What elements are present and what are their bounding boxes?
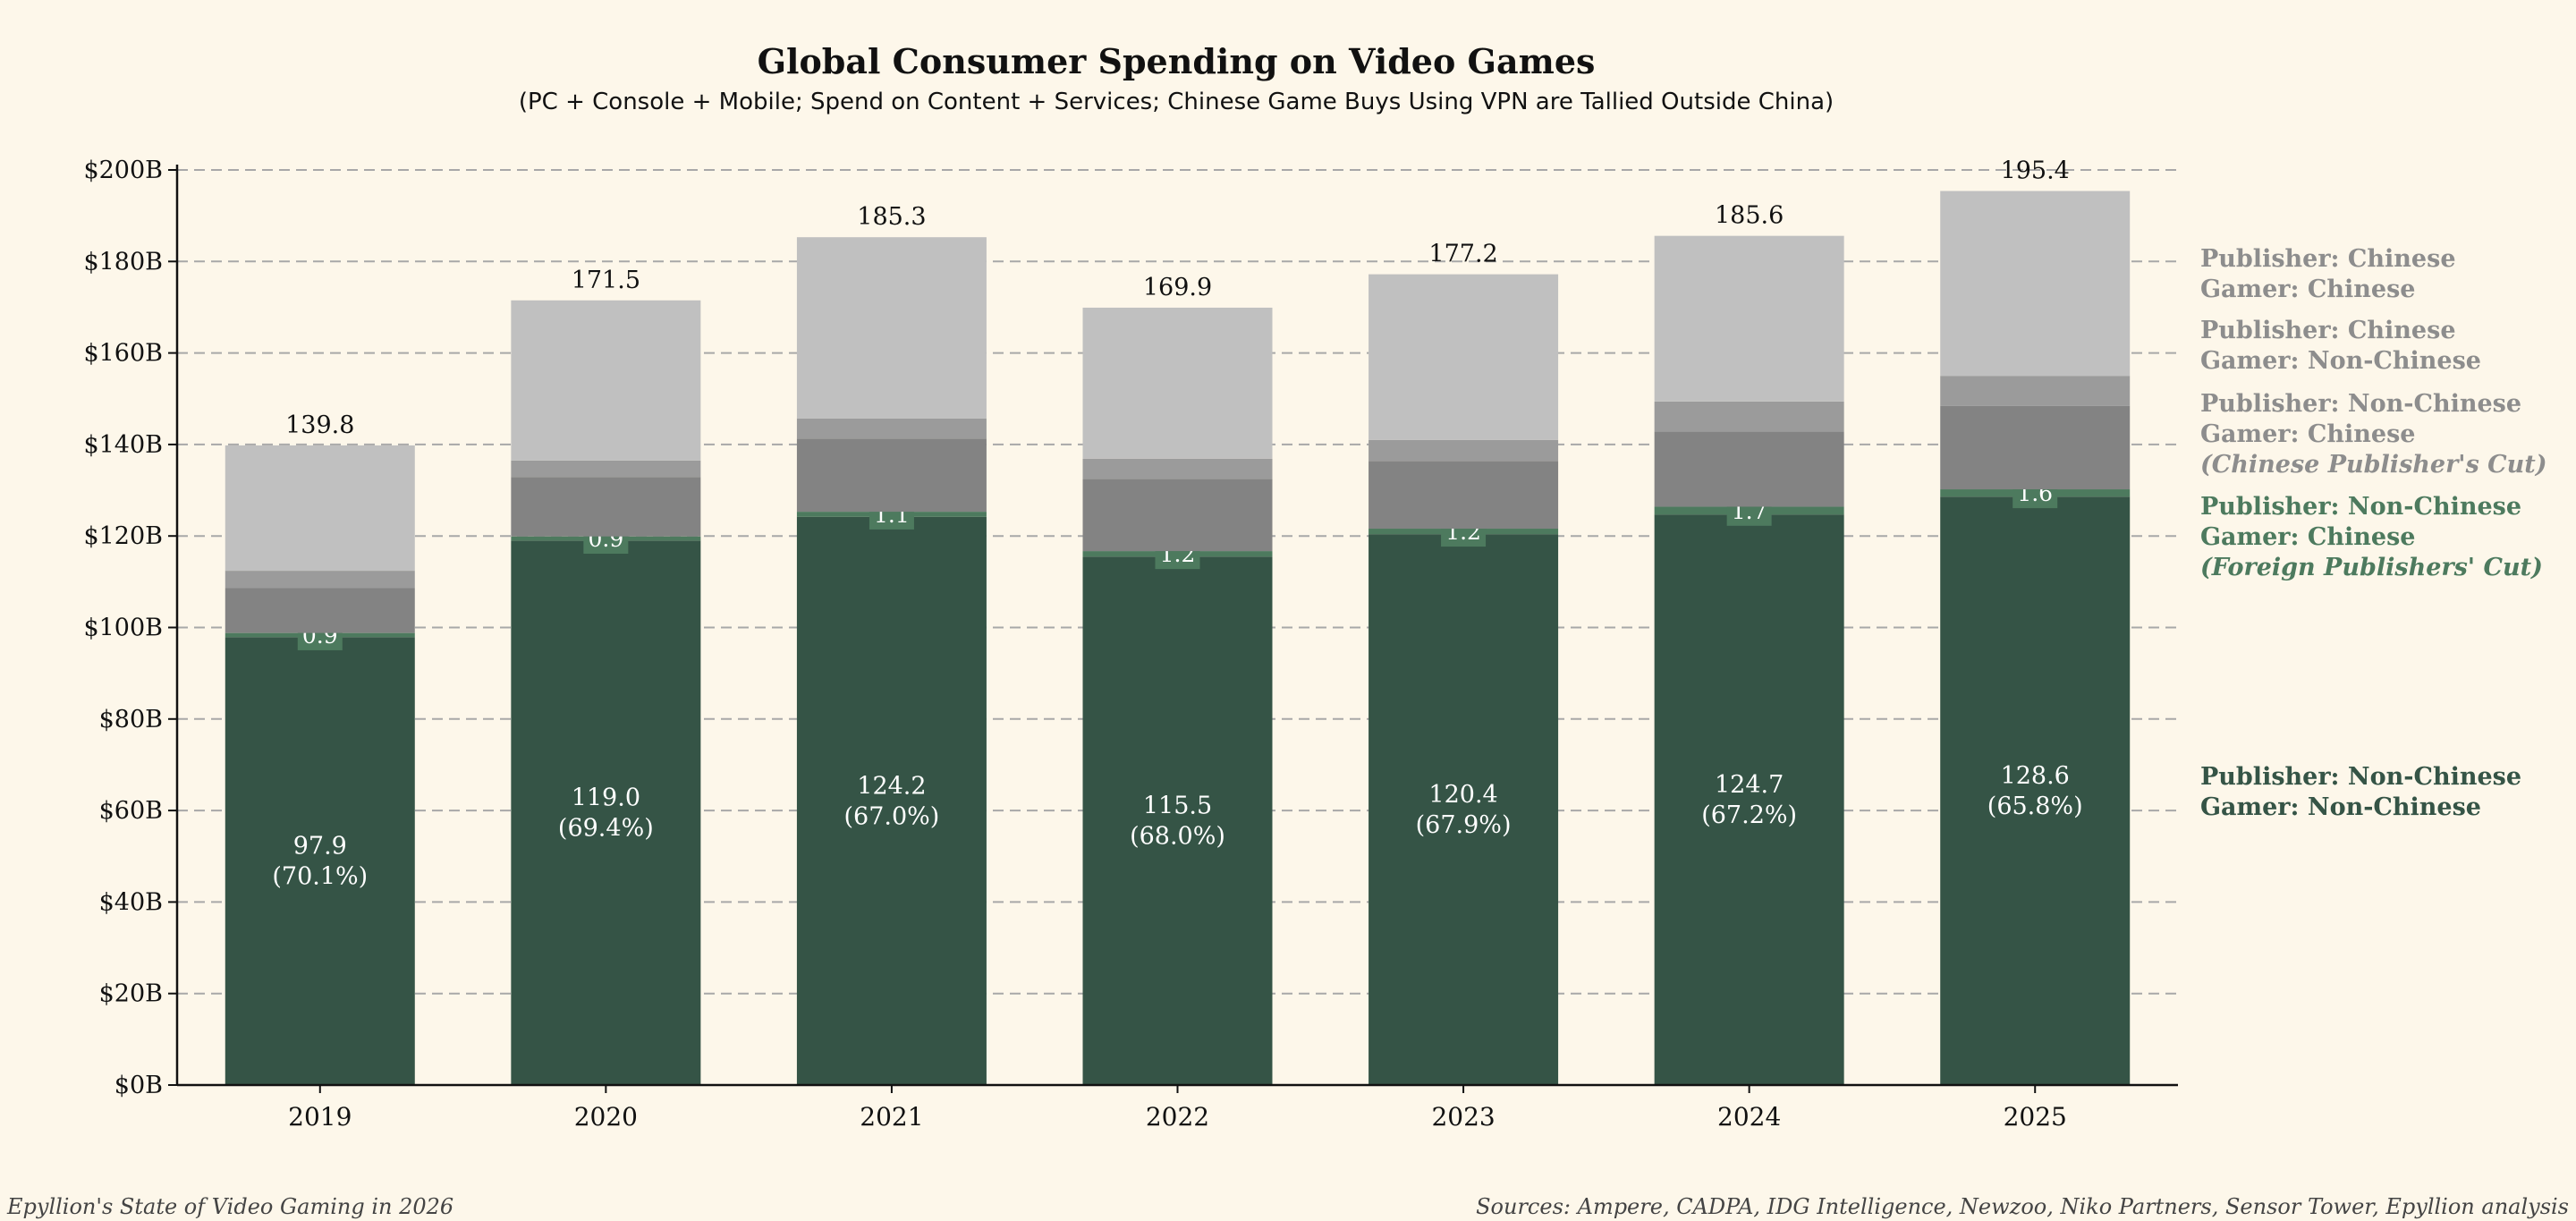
base-share-label: (67.9%): [1416, 811, 1512, 839]
y-tick-label: $160B: [83, 340, 163, 368]
x-tick-label: 2024: [1717, 1102, 1781, 1132]
bar-segment: [1940, 376, 2131, 406]
base-share-label: (70.1%): [272, 863, 368, 891]
legend-label: Gamer: Chinese: [2200, 420, 2415, 448]
base-value-label: 97.9: [293, 833, 347, 861]
bar-segment: [1654, 401, 1844, 432]
base-value-label: 120.4: [1428, 781, 1497, 809]
bar-segment: [796, 516, 987, 1085]
bar-segment: [225, 637, 415, 1085]
y-tick-label: $100B: [83, 615, 163, 642]
legend-label: Publisher: Non-Chinese: [2200, 493, 2521, 521]
total-label: 177.2: [1428, 241, 1497, 268]
bar-segment: [511, 540, 701, 1085]
x-tick-label: 2021: [860, 1102, 923, 1132]
legend-item: Publisher: Chinese Gamer: Chinese: [2200, 245, 2456, 303]
bar-segment: [1940, 496, 2131, 1085]
bar-segment: [1654, 514, 1844, 1085]
bar-segment: [796, 418, 987, 439]
total-label: 139.8: [285, 411, 354, 439]
legend-label: Publisher: Chinese: [2200, 317, 2456, 344]
bar-segment: [1368, 534, 1559, 1085]
base-value-label: 124.2: [857, 772, 926, 800]
x-tick-label: 2023: [1431, 1102, 1495, 1132]
bar-segment: [225, 588, 415, 633]
y-tick-label: $0B: [114, 1072, 163, 1099]
y-tick-label: $180B: [83, 248, 163, 276]
bar-segment: [796, 438, 987, 513]
chart-subtitle: (PC + Console + Mobile; Spend on Content…: [519, 89, 1834, 115]
x-tick-label: 2022: [1146, 1102, 1209, 1132]
legend-label: Publisher: Chinese: [2200, 245, 2456, 273]
bar-segment: [1082, 458, 1273, 479]
legend-label: (Foreign Publishers' Cut): [2200, 554, 2543, 581]
bar-segment: [1654, 431, 1844, 507]
bar-segment: [511, 477, 701, 537]
x-tick-label: 2025: [2004, 1102, 2067, 1132]
footer-right: Sources: Ampere, CADPA, IDG Intelligence…: [1476, 1194, 2569, 1219]
y-tick-label: $200B: [83, 157, 163, 184]
x-tick-label: 2020: [574, 1102, 638, 1132]
bar-segment: [511, 460, 701, 478]
footer-left: Epyllion's State of Video Gaming in 2026: [6, 1194, 453, 1219]
base-share-label: (68.0%): [1130, 823, 1225, 851]
x-axis: 2019 2020 2021 2022 2023 2024 2025: [177, 1083, 2178, 1132]
y-tick-label: $20B: [99, 980, 163, 1008]
total-label: 185.6: [1715, 202, 1784, 230]
bar-segment: [1082, 307, 1273, 459]
legend-label: Gamer: Non-Chinese: [2200, 347, 2481, 375]
bar-segment: [1082, 556, 1273, 1085]
base-share-label: (67.0%): [844, 802, 940, 830]
bar-segment: [1082, 479, 1273, 552]
y-tick-label: $60B: [99, 797, 163, 825]
bar-segment: [225, 445, 415, 572]
legend-label: Publisher: Non-Chinese: [2200, 763, 2521, 791]
total-label: 169.9: [1143, 274, 1212, 301]
bars: 0.997.9(70.1%)139.80.9119.0(69.4%)171.51…: [225, 157, 2131, 1085]
chart-title: Global Consumer Spending on Video Games: [758, 41, 1596, 81]
y-axis: $0B $20B $40B $60B $80B $100B $120B $140B $160B $…: [83, 157, 179, 1099]
bar-segment: [796, 237, 987, 419]
bar-segment: [1940, 405, 2131, 490]
base-share-label: (65.8%): [1987, 793, 2083, 820]
x-tick-label: 2019: [288, 1102, 352, 1132]
legend-label: Publisher: Non-Chinese: [2200, 390, 2521, 418]
base-share-label: (69.4%): [558, 815, 654, 843]
bar-segment: [1368, 439, 1559, 462]
base-share-label: (67.2%): [1701, 801, 1797, 829]
legend-label: Gamer: Chinese: [2200, 523, 2415, 551]
bar-segment: [1940, 191, 2131, 377]
y-tick-label: $120B: [83, 522, 163, 550]
total-label: 171.5: [572, 267, 640, 294]
legend-item: Publisher: Chinese Gamer: Non-Chinese: [2200, 317, 2481, 375]
bar-segment: [1654, 235, 1844, 402]
y-tick-label: $80B: [99, 706, 163, 733]
total-label: 195.4: [2001, 157, 2070, 185]
y-tick-label: $40B: [99, 888, 163, 916]
bar-segment: [511, 300, 701, 461]
legend-label: Gamer: Non-Chinese: [2200, 793, 2481, 821]
legend-label: (Chinese Publisher's Cut): [2200, 451, 2547, 479]
gridlines: [177, 169, 2178, 995]
bar-segment: [1368, 274, 1559, 440]
base-value-label: 124.7: [1715, 771, 1784, 799]
total-label: 185.3: [857, 203, 926, 231]
y-tick-label: $140B: [83, 431, 163, 459]
bar-segment: [225, 571, 415, 589]
base-value-label: 115.5: [1143, 793, 1212, 820]
bar-segment: [1368, 461, 1559, 530]
base-value-label: 119.0: [572, 784, 640, 812]
base-value-label: 128.6: [2001, 762, 2070, 790]
legend-label: Gamer: Chinese: [2200, 276, 2415, 303]
